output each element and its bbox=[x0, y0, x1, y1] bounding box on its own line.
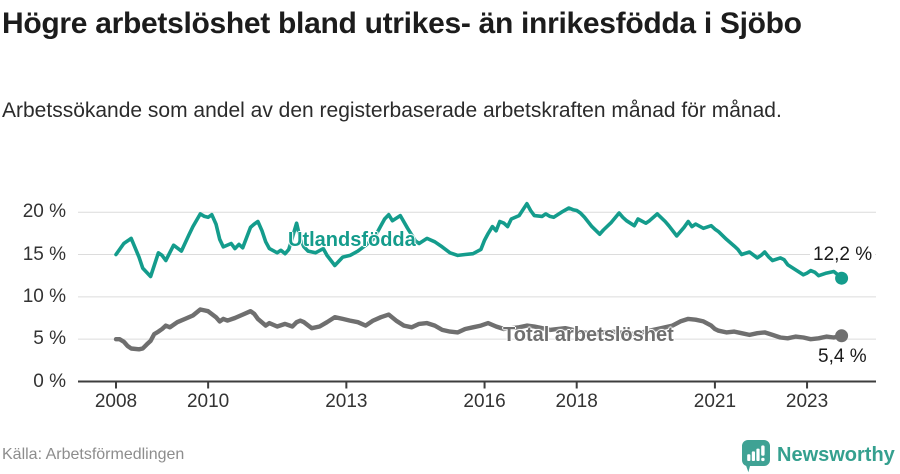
x-axis-label: 2023 bbox=[785, 391, 829, 412]
source-attribution: Källa: Arbetsförmedlingen bbox=[2, 446, 185, 463]
end-value-label-utlandsfodda: 12,2 % bbox=[810, 244, 876, 266]
page-title: Högre arbetslöshet bland utrikes- än inr… bbox=[2, 7, 802, 40]
end-value-label-total: 5,4 % bbox=[815, 346, 870, 368]
x-axis-label: 2010 bbox=[186, 391, 230, 412]
x-axis-label: 2016 bbox=[463, 391, 506, 412]
x-axis-label: 2021 bbox=[693, 391, 737, 412]
series-end-dot bbox=[835, 271, 849, 285]
y-axis-label: 10 % bbox=[22, 285, 66, 307]
newsworthy-brand-name: Newsworthy bbox=[777, 444, 895, 466]
y-axis-label: 5 % bbox=[33, 328, 66, 350]
y-axis-label: 20 % bbox=[22, 201, 66, 223]
series-line bbox=[114, 201, 844, 280]
series-label-utlandsfodda: Utlandsfödda bbox=[288, 229, 416, 251]
series-line bbox=[113, 307, 844, 352]
series-label-total-arbetsloshet: Total arbetslöshet bbox=[503, 324, 674, 346]
series-end-dot bbox=[835, 329, 849, 343]
chart-subtitle: Arbetssökande som andel av den registerb… bbox=[2, 99, 782, 122]
x-axis-label: 2008 bbox=[94, 391, 138, 412]
y-axis-label: 0 % bbox=[33, 370, 66, 392]
newsworthy-logo-icon bbox=[741, 440, 770, 473]
x-axis-label: 2013 bbox=[325, 391, 368, 412]
y-axis-label: 15 % bbox=[22, 243, 66, 265]
x-axis-label: 2018 bbox=[555, 391, 598, 412]
